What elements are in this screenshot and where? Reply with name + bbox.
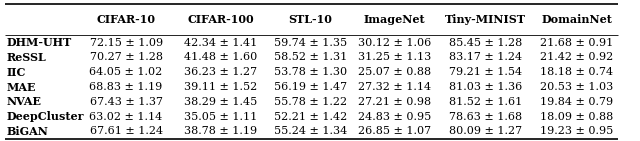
Text: 20.53 ± 1.03: 20.53 ± 1.03 xyxy=(540,82,613,92)
Text: 26.85 ± 1.07: 26.85 ± 1.07 xyxy=(358,126,431,136)
Text: 81.03 ± 1.36: 81.03 ± 1.36 xyxy=(449,82,522,92)
Text: 24.83 ± 0.95: 24.83 ± 0.95 xyxy=(358,112,431,122)
Text: STL-10: STL-10 xyxy=(289,14,332,25)
Text: 27.21 ± 0.98: 27.21 ± 0.98 xyxy=(358,97,431,107)
Text: 67.61 ± 1.24: 67.61 ± 1.24 xyxy=(90,126,163,136)
Text: 21.68 ± 0.91: 21.68 ± 0.91 xyxy=(540,38,613,48)
Text: 18.18 ± 0.74: 18.18 ± 0.74 xyxy=(540,67,613,77)
Text: 31.25 ± 1.13: 31.25 ± 1.13 xyxy=(358,52,431,62)
Text: 41.48 ± 1.60: 41.48 ± 1.60 xyxy=(184,52,257,62)
Text: 67.43 ± 1.37: 67.43 ± 1.37 xyxy=(90,97,163,107)
Text: 18.09 ± 0.88: 18.09 ± 0.88 xyxy=(540,112,613,122)
Text: 53.78 ± 1.30: 53.78 ± 1.30 xyxy=(274,67,347,77)
Text: DeepCluster: DeepCluster xyxy=(6,111,84,122)
Text: 19.23 ± 0.95: 19.23 ± 0.95 xyxy=(540,126,613,136)
Text: CIFAR-100: CIFAR-100 xyxy=(188,14,254,25)
Text: Tiny-MINIST: Tiny-MINIST xyxy=(445,14,526,25)
Text: ReSSL: ReSSL xyxy=(6,52,46,63)
Text: 56.19 ± 1.47: 56.19 ± 1.47 xyxy=(274,82,347,92)
Text: CIFAR-10: CIFAR-10 xyxy=(97,14,156,25)
Text: 55.78 ± 1.22: 55.78 ± 1.22 xyxy=(274,97,347,107)
Text: 68.83 ± 1.19: 68.83 ± 1.19 xyxy=(90,82,163,92)
Text: 35.05 ± 1.11: 35.05 ± 1.11 xyxy=(184,112,257,122)
Text: 78.63 ± 1.68: 78.63 ± 1.68 xyxy=(449,112,522,122)
Text: DomainNet: DomainNet xyxy=(541,14,612,25)
Text: 38.78 ± 1.19: 38.78 ± 1.19 xyxy=(184,126,257,136)
Text: 21.42 ± 0.92: 21.42 ± 0.92 xyxy=(540,52,613,62)
Text: IIC: IIC xyxy=(6,67,26,78)
Text: ImageNet: ImageNet xyxy=(364,14,425,25)
Text: 64.05 ± 1.02: 64.05 ± 1.02 xyxy=(90,67,163,77)
Text: 27.32 ± 1.14: 27.32 ± 1.14 xyxy=(358,82,431,92)
Text: BiGAN: BiGAN xyxy=(6,126,48,137)
Text: 80.09 ± 1.27: 80.09 ± 1.27 xyxy=(449,126,522,136)
Text: 42.34 ± 1.41: 42.34 ± 1.41 xyxy=(184,38,257,48)
Text: MAE: MAE xyxy=(6,81,36,93)
Text: 19.84 ± 0.79: 19.84 ± 0.79 xyxy=(540,97,613,107)
Text: 38.29 ± 1.45: 38.29 ± 1.45 xyxy=(184,97,257,107)
Text: 39.11 ± 1.52: 39.11 ± 1.52 xyxy=(184,82,257,92)
Text: NVAE: NVAE xyxy=(6,96,42,107)
Text: 36.23 ± 1.27: 36.23 ± 1.27 xyxy=(184,67,257,77)
Text: 72.15 ± 1.09: 72.15 ± 1.09 xyxy=(90,38,163,48)
Text: 59.74 ± 1.35: 59.74 ± 1.35 xyxy=(274,38,347,48)
Text: 55.24 ± 1.34: 55.24 ± 1.34 xyxy=(274,126,347,136)
Text: 30.12 ± 1.06: 30.12 ± 1.06 xyxy=(358,38,431,48)
Text: 81.52 ± 1.61: 81.52 ± 1.61 xyxy=(449,97,522,107)
Text: 52.21 ± 1.42: 52.21 ± 1.42 xyxy=(274,112,347,122)
Text: 70.27 ± 1.28: 70.27 ± 1.28 xyxy=(90,52,163,62)
Text: DHM-UHT: DHM-UHT xyxy=(6,37,72,48)
Text: 58.52 ± 1.31: 58.52 ± 1.31 xyxy=(274,52,347,62)
Text: 25.07 ± 0.88: 25.07 ± 0.88 xyxy=(358,67,431,77)
Text: 79.21 ± 1.54: 79.21 ± 1.54 xyxy=(449,67,522,77)
Text: 85.45 ± 1.28: 85.45 ± 1.28 xyxy=(449,38,522,48)
Text: 83.17 ± 1.24: 83.17 ± 1.24 xyxy=(449,52,522,62)
Text: 63.02 ± 1.14: 63.02 ± 1.14 xyxy=(90,112,163,122)
